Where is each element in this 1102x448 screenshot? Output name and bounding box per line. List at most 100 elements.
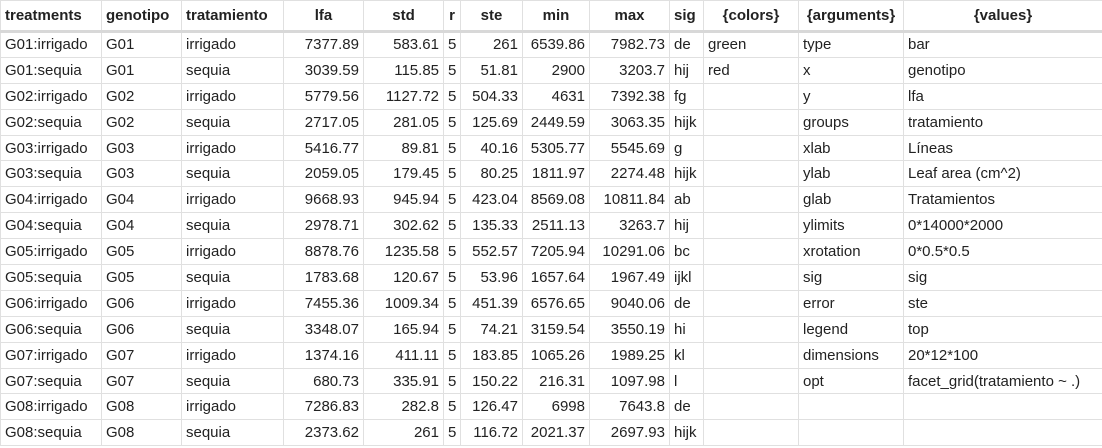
table-cell[interactable]: top [903,315,1102,343]
table-cell[interactable]: hijk [669,419,704,447]
table-cell[interactable]: 125.69 [460,108,523,136]
table-cell[interactable]: 7377.89 [283,31,364,58]
table-cell[interactable] [703,108,799,136]
table-cell[interactable]: 6576.65 [522,289,590,317]
table-cell[interactable]: 5 [443,134,461,162]
table-cell[interactable]: 2449.59 [522,108,590,136]
table-cell[interactable]: 10291.06 [589,238,670,266]
table-cell[interactable]: 1811.97 [522,160,590,188]
table-cell[interactable]: red [703,56,799,84]
table-cell[interactable] [703,186,799,214]
table-cell[interactable]: Leaf area (cm^2) [903,160,1102,188]
column-header[interactable]: treatments [0,0,102,33]
table-cell[interactable]: 7286.83 [283,393,364,421]
table-cell[interactable]: 89.81 [363,134,444,162]
table-cell[interactable]: 1127.72 [363,82,444,110]
table-cell[interactable]: 504.33 [460,82,523,110]
table-cell[interactable] [703,82,799,110]
table-cell[interactable]: 8569.08 [522,186,590,214]
table-cell[interactable] [703,367,799,395]
column-header[interactable]: genotipo [101,0,182,33]
table-cell[interactable]: 1097.98 [589,367,670,395]
table-cell[interactable]: x [798,56,904,84]
table-cell[interactable]: 5 [443,264,461,291]
table-cell[interactable]: 2978.71 [283,212,364,240]
table-cell[interactable]: 5545.69 [589,134,670,162]
column-header[interactable]: {arguments} [798,0,904,33]
table-cell[interactable]: 302.62 [363,212,444,240]
table-cell[interactable]: sequia [181,367,284,395]
table-cell[interactable]: irrigado [181,134,284,162]
table-cell[interactable]: irrigado [181,393,284,421]
table-cell[interactable] [798,393,904,421]
table-cell[interactable]: 3550.19 [589,315,670,343]
column-header[interactable]: ste [460,0,523,33]
table-cell[interactable]: 135.33 [460,212,523,240]
table-cell[interactable]: 2373.62 [283,419,364,447]
column-header[interactable]: lfa [283,0,364,33]
table-cell[interactable] [903,419,1102,447]
table-cell[interactable]: sequia [181,212,284,240]
table-cell[interactable]: 335.91 [363,367,444,395]
table-cell[interactable]: G07 [101,367,182,395]
table-cell[interactable]: G08:sequia [0,419,102,447]
table-cell[interactable]: 9668.93 [283,186,364,214]
table-cell[interactable]: 1989.25 [589,341,670,369]
table-cell[interactable]: irrigado [181,31,284,58]
table-cell[interactable]: 5 [443,160,461,188]
table-cell[interactable]: G02 [101,82,182,110]
table-cell[interactable]: G06 [101,289,182,317]
table-cell[interactable]: G02 [101,108,182,136]
table-cell[interactable] [903,393,1102,421]
table-cell[interactable]: de [669,289,704,317]
table-cell[interactable]: kl [669,341,704,369]
table-cell[interactable]: 1374.16 [283,341,364,369]
table-cell[interactable]: 3348.07 [283,315,364,343]
table-cell[interactable]: 3203.7 [589,56,670,84]
table-cell[interactable]: 281.05 [363,108,444,136]
table-cell[interactable]: glab [798,186,904,214]
table-cell[interactable] [703,212,799,240]
table-cell[interactable]: 2717.05 [283,108,364,136]
table-cell[interactable]: G03:sequia [0,160,102,188]
table-cell[interactable]: ylab [798,160,904,188]
table-cell[interactable]: G05 [101,238,182,266]
table-cell[interactable]: type [798,31,904,58]
column-header[interactable]: max [589,0,670,33]
table-cell[interactable]: 2274.48 [589,160,670,188]
table-cell[interactable]: 2059.05 [283,160,364,188]
table-cell[interactable]: G05 [101,264,182,291]
table-cell[interactable]: hijk [669,108,704,136]
table-cell[interactable]: 2697.93 [589,419,670,447]
table-cell[interactable]: 5 [443,367,461,395]
table-cell[interactable]: 0*14000*2000 [903,212,1102,240]
table-cell[interactable]: bar [903,31,1102,58]
table-cell[interactable]: facet_grid(tratamiento ~ .) [903,367,1102,395]
table-cell[interactable] [703,289,799,317]
table-cell[interactable]: G07:irrigado [0,341,102,369]
table-cell[interactable]: 282.8 [363,393,444,421]
table-cell[interactable]: irrigado [181,238,284,266]
table-cell[interactable]: 1783.68 [283,264,364,291]
table-cell[interactable]: 5 [443,419,461,447]
table-cell[interactable]: ijkl [669,264,704,291]
table-cell[interactable]: 5 [443,393,461,421]
table-cell[interactable]: 5 [443,186,461,214]
table-cell[interactable]: 5 [443,315,461,343]
table-cell[interactable]: 10811.84 [589,186,670,214]
table-cell[interactable]: 5 [443,238,461,266]
table-cell[interactable]: sequia [181,419,284,447]
table-cell[interactable]: sequia [181,315,284,343]
table-cell[interactable] [703,341,799,369]
column-header[interactable]: {colors} [703,0,799,33]
table-cell[interactable]: G03 [101,160,182,188]
table-cell[interactable] [703,393,799,421]
table-cell[interactable]: G01 [101,31,182,58]
table-cell[interactable]: y [798,82,904,110]
table-cell[interactable]: irrigado [181,186,284,214]
table-cell[interactable]: 40.16 [460,134,523,162]
table-cell[interactable]: G05:sequia [0,264,102,291]
table-cell[interactable]: tratamiento [903,108,1102,136]
table-cell[interactable]: 0*0.5*0.5 [903,238,1102,266]
table-cell[interactable]: 115.85 [363,56,444,84]
